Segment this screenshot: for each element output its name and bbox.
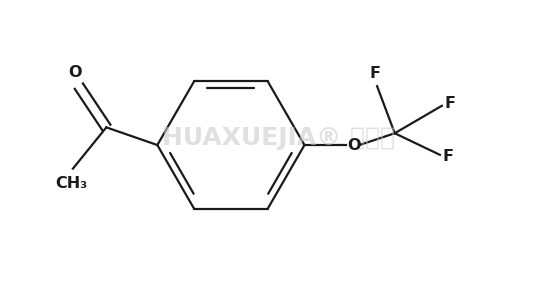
Text: O: O: [68, 65, 82, 80]
Text: F: F: [370, 66, 381, 81]
Text: O: O: [348, 137, 361, 153]
Text: F: F: [445, 96, 456, 111]
Text: HUAXUEJIA® 化学加: HUAXUEJIA® 化学加: [161, 126, 395, 150]
Text: F: F: [443, 149, 454, 164]
Text: CH₃: CH₃: [55, 176, 87, 191]
